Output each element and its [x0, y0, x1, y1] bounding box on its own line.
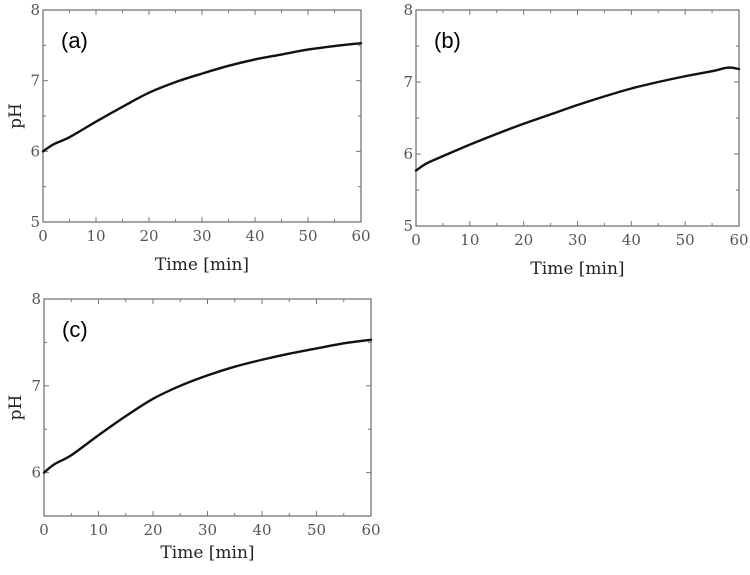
y-tick-label: 8 [31, 290, 41, 308]
x-axis-title: Time [min] [530, 259, 624, 279]
panel-b: 0 10 20 30 40 50 60 5 6 7 8 Time [min] (b) [403, 1, 748, 279]
panel-label: (c) [62, 317, 88, 342]
x-tick-label: 50 [676, 231, 695, 249]
x-tick-label: 30 [568, 231, 587, 249]
x-tick-label: 40 [622, 231, 641, 249]
x-tick-label: 0 [39, 521, 49, 539]
y-tick-label: 6 [403, 145, 413, 163]
y-axis-title: pH [6, 395, 26, 421]
series-line-ph [414, 66, 741, 172]
y-tick-label: 7 [30, 72, 40, 90]
panel-c: 0 10 20 30 40 50 60 6 7 8 Time [min] pH (c) [6, 290, 381, 563]
panel-label: (b) [434, 28, 461, 53]
x-axis-title: Time [min] [155, 255, 249, 275]
x-tick-label: 0 [411, 231, 421, 249]
x-tick-label: 40 [252, 521, 271, 539]
y-tick-label: 7 [403, 73, 413, 91]
x-tick-label: 60 [729, 231, 748, 249]
y-tick-label: 7 [31, 377, 41, 395]
y-tick-label: 8 [30, 1, 40, 19]
x-tick-label: 50 [298, 227, 317, 245]
panel-label: (a) [61, 28, 88, 53]
plot-frame [43, 298, 372, 517]
x-tick-label: 20 [139, 227, 158, 245]
x-axis-title: Time [min] [160, 543, 254, 563]
panel-a: 0 10 20 30 40 50 60 5 6 7 8 Time [min] pH (a) [6, 1, 371, 275]
y-axis-title: pH [6, 103, 26, 129]
x-tick-label: 40 [245, 227, 264, 245]
plot-frame [42, 9, 362, 223]
x-tick-label: 10 [89, 521, 108, 539]
x-tick-label: 30 [198, 521, 217, 539]
x-tick-label: 10 [460, 231, 479, 249]
x-tick-label: 50 [307, 521, 326, 539]
y-tick-label: 6 [30, 142, 40, 160]
y-tick-label: 6 [31, 464, 41, 482]
series-line-ph [42, 338, 373, 474]
x-tick-label: 0 [38, 227, 48, 245]
x-tick-label: 60 [361, 521, 380, 539]
plot-frame [415, 9, 740, 227]
series-line-ph [41, 42, 363, 153]
x-tick-label: 10 [86, 227, 105, 245]
y-tick-label: 5 [30, 213, 40, 231]
x-tick-label: 20 [143, 521, 162, 539]
y-tick-label: 8 [403, 1, 413, 19]
x-tick-label: 20 [514, 231, 533, 249]
x-tick-label: 30 [192, 227, 211, 245]
y-tick-label: 5 [403, 217, 413, 235]
x-tick-label: 60 [351, 227, 370, 245]
